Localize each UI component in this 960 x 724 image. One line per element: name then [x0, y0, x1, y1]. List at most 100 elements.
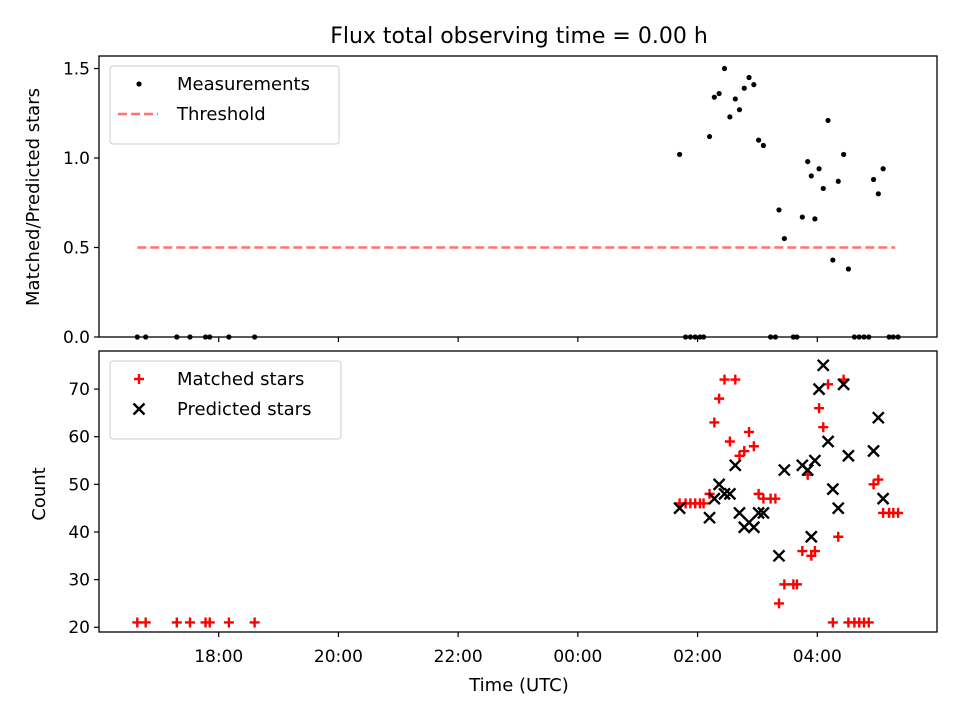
- matched-star-point: [223, 617, 234, 628]
- matched-star-point: [809, 546, 820, 557]
- legend-label: Matched stars: [177, 369, 304, 390]
- matched-star-point: [753, 488, 764, 499]
- matched-star-point: [132, 617, 143, 628]
- matched-star-point: [724, 436, 735, 447]
- measurement-point: [808, 173, 814, 179]
- legend-marker: [134, 374, 144, 384]
- measurement-point: [711, 94, 717, 100]
- measurement-point: [736, 107, 743, 113]
- matched-star-point: [827, 617, 838, 628]
- measurement-point: [781, 235, 787, 242]
- predicted-star-point: [831, 501, 845, 515]
- predicted-star-point: [707, 492, 721, 505]
- y-tick-label: 0.0: [63, 328, 90, 348]
- matched-star-point: [184, 617, 195, 628]
- measurement-point: [799, 214, 805, 220]
- predicted-star-point: [778, 463, 791, 477]
- matched-star-point: [818, 422, 829, 433]
- measurement-point: [845, 266, 852, 272]
- y-tick-label: 1.5: [63, 60, 90, 80]
- legend-box: [109, 65, 340, 145]
- predicted-star-point: [842, 449, 855, 463]
- predicted-star-point: [712, 478, 726, 491]
- measurement-point: [875, 191, 881, 197]
- predicted-star-point: [673, 501, 686, 515]
- predicted-star-point: [816, 358, 830, 372]
- legend-marker: [136, 81, 142, 87]
- matched-star-point: [730, 374, 741, 385]
- predicted-star-point: [752, 506, 765, 520]
- legend-box: [109, 360, 342, 440]
- predicted-star-point: [801, 463, 815, 477]
- y-tick-label: 40: [68, 523, 90, 543]
- matched-star-point: [204, 617, 215, 628]
- measurement-point: [716, 90, 722, 97]
- matched-star-point: [770, 493, 781, 504]
- x-tick-label: 04:00: [793, 647, 842, 667]
- matched-star-point: [698, 498, 709, 509]
- predicted-star-point: [723, 487, 737, 501]
- measurement-point: [721, 65, 728, 72]
- measurement-point: [746, 74, 752, 81]
- predicted-star-point: [808, 454, 822, 467]
- x-tick-label: 18:00: [194, 647, 243, 667]
- matched-star-point: [814, 403, 825, 414]
- measurement-point: [727, 114, 733, 120]
- measurement-point: [760, 142, 767, 149]
- predicted-star-point: [757, 506, 770, 520]
- matched-star-point: [893, 507, 904, 518]
- measurement-point: [741, 85, 747, 91]
- predicted-star-point: [812, 382, 826, 396]
- predicted-star-point: [871, 411, 885, 425]
- predicted-star-point: [804, 530, 818, 544]
- predicted-star-point: [718, 487, 731, 501]
- y-axis-label-count: Count: [29, 467, 50, 520]
- x-tick-label: 00:00: [553, 647, 602, 667]
- legend-label: Predicted stars: [177, 399, 311, 420]
- matched-star-point: [797, 546, 808, 557]
- matched-star-point: [791, 579, 802, 590]
- measurement-point: [870, 176, 877, 183]
- axes-frame: [98, 55, 938, 338]
- matched-star-point: [873, 474, 884, 485]
- matched-star-point: [773, 598, 784, 609]
- y-tick-label: 20: [68, 618, 90, 638]
- matched-star-point: [863, 617, 874, 628]
- y-tick-label: 0.5: [63, 239, 90, 259]
- legend-label: Threshold: [176, 104, 266, 125]
- predicted-star-point: [826, 482, 840, 496]
- y-axis-label-ratio: Matched/Predicted stars: [23, 88, 44, 306]
- predicted-star-point: [876, 492, 890, 505]
- matched-star-point: [140, 617, 151, 628]
- predicted-star-point: [703, 511, 716, 525]
- matched-star-point: [748, 441, 759, 452]
- predicted-star-point: [821, 435, 835, 448]
- x-tick-label: 22:00: [434, 647, 483, 667]
- matched-star-point: [734, 450, 745, 461]
- measurement-point: [816, 166, 822, 172]
- chart-title: Flux total observing time = 0.00 h: [330, 24, 708, 49]
- x-tick-label: 02:00: [673, 647, 722, 667]
- matched-star-point: [779, 579, 790, 590]
- matched-star-point: [833, 531, 844, 542]
- predicted-star-point: [772, 549, 786, 563]
- measurement-point: [880, 166, 886, 172]
- measurement-point: [835, 178, 841, 184]
- matched-star-point: [739, 446, 750, 457]
- measurement-point: [812, 216, 818, 222]
- legend-label: Measurements: [177, 74, 310, 95]
- predicted-star-point: [867, 444, 880, 458]
- measurement-point: [756, 137, 762, 143]
- y-tick-label: 1.0: [63, 149, 90, 169]
- measurement-point: [751, 82, 757, 88]
- y-tick-label: 50: [68, 475, 90, 495]
- predicted-star-point: [728, 458, 742, 472]
- matched-star-point: [714, 393, 725, 404]
- measurement-point: [776, 207, 782, 213]
- y-tick-label: 60: [68, 428, 90, 448]
- matched-star-point: [744, 426, 755, 437]
- axes-frame: [98, 350, 938, 633]
- predicted-star-point: [733, 506, 746, 520]
- measurement-point: [677, 151, 683, 158]
